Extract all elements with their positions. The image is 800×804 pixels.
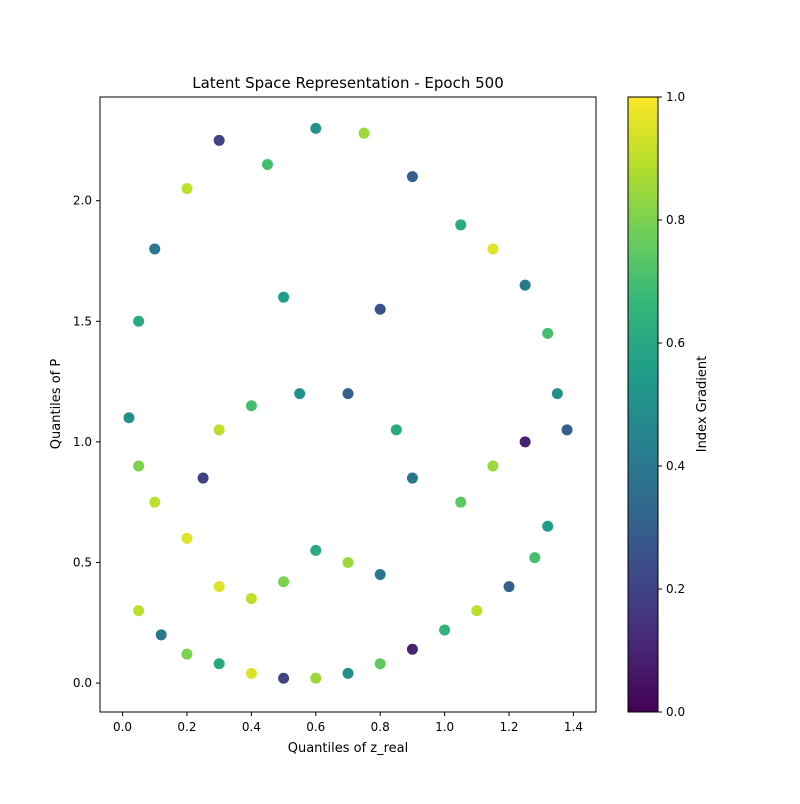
data-point: [503, 581, 515, 593]
data-point: [519, 279, 531, 291]
data-point: [310, 122, 322, 134]
colorbar-tick-label: 0.0: [666, 705, 685, 719]
x-axis-label: Quantiles of z_real: [288, 741, 409, 756]
data-point: [213, 581, 225, 593]
data-point: [245, 667, 257, 679]
plot-frame: [99, 96, 597, 713]
data-point: [487, 243, 499, 255]
data-point: [261, 159, 273, 171]
x-tick-label: 0.2: [177, 720, 196, 734]
data-point: [342, 388, 354, 400]
data-point: [519, 436, 531, 448]
x-axis-ticks: 0.0 0.2 0.4 0.6 0.8 1.0 1.2 1.4: [113, 712, 583, 734]
points-layer: [123, 122, 573, 684]
data-point: [455, 496, 467, 508]
x-tick-label: 1.0: [435, 720, 454, 734]
y-axis-ticks: 0.0 0.5 1.0 1.5 2.0: [73, 194, 100, 690]
data-point: [310, 544, 322, 556]
data-point: [245, 400, 257, 412]
data-point: [181, 532, 193, 544]
data-point: [294, 388, 306, 400]
data-point: [358, 127, 370, 139]
data-point: [542, 327, 554, 339]
data-point: [455, 219, 467, 231]
colorbar-tick-label: 0.6: [666, 336, 685, 350]
x-tick-label: 0.8: [371, 720, 390, 734]
data-point: [342, 667, 354, 679]
data-point: [278, 291, 290, 303]
data-point: [197, 472, 209, 484]
data-point: [374, 303, 386, 315]
x-tick-label: 1.4: [564, 720, 583, 734]
data-point: [213, 658, 225, 670]
data-point: [181, 183, 193, 195]
data-point: [133, 315, 145, 327]
data-point: [374, 658, 386, 670]
x-tick-label: 1.2: [499, 720, 518, 734]
data-point: [181, 648, 193, 660]
data-point: [471, 605, 483, 617]
x-tick-label: 0.4: [242, 720, 261, 734]
colorbar-tick-label: 0.2: [666, 582, 685, 596]
data-point: [406, 171, 418, 183]
y-tick-label: 0.5: [73, 555, 92, 569]
data-point: [213, 134, 225, 146]
colorbar-tick-label: 0.8: [666, 213, 685, 227]
data-point: [133, 460, 145, 472]
colorbar-ticks: 0.0 0.2 0.4 0.6 0.8 1.0: [658, 90, 685, 719]
data-point: [278, 672, 290, 684]
x-tick-label: 0.6: [306, 720, 325, 734]
data-point: [551, 388, 563, 400]
data-point: [149, 496, 161, 508]
y-tick-label: 1.5: [73, 314, 92, 328]
data-point: [245, 593, 257, 605]
data-point: [155, 629, 167, 641]
colorbar-tick-label: 1.0: [666, 90, 685, 104]
x-tick-label: 0.0: [113, 720, 132, 734]
y-tick-label: 0.0: [73, 676, 92, 690]
y-tick-label: 2.0: [73, 194, 92, 208]
data-point: [149, 243, 161, 255]
colorbar-label: Index Gradient: [695, 356, 710, 453]
data-point: [561, 424, 573, 436]
data-point: [406, 472, 418, 484]
data-point: [123, 412, 135, 424]
data-point: [542, 520, 554, 532]
colorbar: [627, 96, 659, 713]
data-point: [310, 672, 322, 684]
data-point: [133, 605, 145, 617]
colorbar-tick-label: 0.4: [666, 459, 685, 473]
chart-title: Latent Space Representation - Epoch 500: [192, 74, 504, 92]
data-point: [406, 643, 418, 655]
data-point: [439, 624, 451, 636]
data-point: [342, 556, 354, 568]
data-point: [390, 424, 402, 436]
data-point: [278, 576, 290, 588]
data-point: [374, 569, 386, 581]
data-point: [529, 552, 541, 564]
data-point: [487, 460, 499, 472]
data-point: [213, 424, 225, 436]
y-axis-label: Quantiles of P: [49, 359, 64, 450]
y-tick-label: 1.0: [73, 435, 92, 449]
